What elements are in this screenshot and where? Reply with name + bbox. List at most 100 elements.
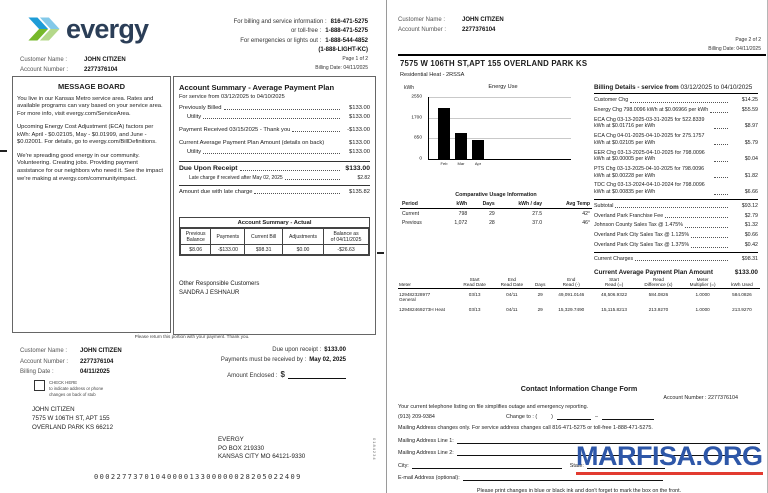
stub-billing-value: 04/11/2025 bbox=[80, 369, 110, 375]
phone-prefix-blank[interactable] bbox=[556, 413, 591, 420]
page-number: Page 1 of 2 bbox=[342, 56, 368, 62]
table-cell: 04/11 bbox=[506, 306, 518, 312]
message-paragraph: We're spreading good energy in our commu… bbox=[17, 152, 163, 182]
billing-detail-rows: Customer Chg $14.25 Energy Chg 798.0096 … bbox=[594, 97, 758, 262]
customer-name-value: JOHN CITIZEN bbox=[462, 17, 504, 23]
service-period: For service from 03/12/2025 to 04/10/202… bbox=[179, 94, 285, 100]
table-header-cell: Meter bbox=[398, 276, 456, 289]
section-rule bbox=[398, 54, 766, 56]
charge-amount: $6.66 bbox=[744, 189, 758, 196]
address-line-1-blank[interactable] bbox=[456, 436, 760, 444]
message-board-title: MESSAGE BOARD bbox=[57, 82, 126, 91]
city-label: City: bbox=[398, 462, 409, 469]
remit-to-address: EVERGY PO BOX 219330 KANSAS CITY MO 64121-… bbox=[218, 436, 305, 462]
address-change-checkbox[interactable] bbox=[34, 380, 45, 391]
received-by-label: Payments must be received by : bbox=[220, 356, 307, 363]
email-label: E-mail Address (optional): bbox=[398, 475, 460, 481]
table-cell: -$26.63 bbox=[323, 244, 369, 255]
table-cell: 1.0000 bbox=[695, 291, 710, 297]
form-footer-note: Please print changes in blue or black in… bbox=[476, 488, 682, 493]
table-header-cell: Period bbox=[400, 200, 441, 209]
due-label: Due Upon Receipt bbox=[179, 165, 238, 172]
table-cell: 03/13 bbox=[468, 306, 481, 312]
table-cell: Current bbox=[402, 210, 419, 217]
summary-row-label: Current Average Payment Plan Amount (det… bbox=[179, 140, 325, 146]
account-number-label: Account Number : bbox=[20, 66, 69, 73]
page-info: Page 1 of 2 Billing Date: 04/11/2025 bbox=[315, 55, 368, 72]
charge-label: PTS Chg 03-13-2025-04-10-2025 for 798.00… bbox=[594, 166, 705, 179]
meter-readings-section: Meter Start Read Date End Read Date Days End… bbox=[398, 276, 760, 314]
email-blank[interactable] bbox=[462, 473, 663, 481]
table-header-cell: Read Difference (x) bbox=[635, 276, 682, 289]
bill-page-1: evergy For billing and service informati… bbox=[0, 15, 384, 481]
email-row: E-mail Address (optional): bbox=[398, 473, 760, 481]
summary-row: Current Average Payment Plan Amount (det… bbox=[179, 140, 370, 146]
address-line-2-blank[interactable] bbox=[456, 448, 760, 456]
page-divider bbox=[386, 0, 387, 493]
charge-amount: $14.25 bbox=[741, 97, 758, 104]
billing-detail-row: Subtotal $93.12 bbox=[594, 203, 758, 210]
billing-detail-row: ECA Chg 03-13-2025-03-31-2025 for 522.83… bbox=[594, 117, 758, 130]
charge-label: ECA Chg 04-01-2025-04-10-2025 for 275.17… bbox=[594, 133, 705, 146]
amount-with-late-value: $135.82 bbox=[349, 189, 370, 195]
dotted-leader bbox=[203, 153, 340, 154]
late-charge-amount: $2.82 bbox=[357, 175, 370, 181]
charge-label: Subtotal bbox=[594, 202, 614, 209]
actual-table-title: Account Summary - Actual bbox=[180, 218, 369, 228]
billing-detail-row: Energy Chg 798.0096 kWh at $0.06966 per … bbox=[594, 107, 758, 114]
amount-enclosed-blank[interactable] bbox=[288, 371, 346, 379]
customer-header: Customer Name : JOHN CITIZEN Account Numb… bbox=[20, 56, 126, 75]
billing-detail-row: Current Charges $98.31 bbox=[594, 256, 758, 263]
total-amount: $133.00 bbox=[734, 269, 758, 277]
billing-title-text: Billing Details - service from bbox=[594, 84, 679, 91]
city-blank[interactable] bbox=[411, 461, 562, 469]
telephone-intro: Your current telephone listing on file s… bbox=[398, 404, 589, 410]
service-address-title: 7575 W 106TH ST,APT 155 OVERLAND PARK KS bbox=[400, 59, 588, 68]
summary-row: Utility $133.00 bbox=[179, 149, 370, 155]
bar-label: Mar bbox=[457, 161, 465, 166]
table-cell: 1,072 bbox=[454, 219, 468, 226]
page-info: Page 2 of 2 Billing Date: 04/11/2025 bbox=[708, 36, 761, 53]
remit-address-line: KANSAS CITY MO 64121-9330 bbox=[218, 453, 306, 461]
meter-table: Meter Start Read Date End Read Date Days End… bbox=[398, 276, 760, 314]
current-phone-number: (913) 209-9384 bbox=[398, 414, 435, 420]
charge-amount: $1.32 bbox=[744, 222, 758, 229]
phone-change-row: (913) 209-9384 Change to : ( ) – bbox=[398, 413, 760, 420]
chart-yticks: 2550 1700 850 0 bbox=[400, 95, 426, 162]
summary-row-label: Payment Received 03/15/2025 - Thank you bbox=[179, 127, 291, 133]
mailing-address-line: JOHN CITIZEN bbox=[32, 406, 75, 413]
charge-label: ECA Chg 03-13-2025-03-31-2025 for 522.83… bbox=[594, 116, 705, 130]
table-cell: 29 bbox=[537, 306, 543, 312]
table-cell: Previous bbox=[402, 219, 422, 226]
chart-bars: Feb Mar Apr bbox=[438, 97, 484, 166]
dotted-leader bbox=[292, 131, 340, 132]
billing-details-section: Billing Details - service from 03/12/202… bbox=[594, 84, 758, 276]
phone-line-blank[interactable] bbox=[601, 413, 654, 420]
bar bbox=[472, 139, 484, 159]
table-cell: 03/13 bbox=[468, 291, 481, 297]
due-upon-receipt-value: $133.00 bbox=[324, 347, 346, 353]
billing-detail-row: TDC Chg 03-13-2024-04-10-2024 for 798.00… bbox=[594, 182, 758, 200]
account-summary-box: Account Summary - Average Payment Plan F… bbox=[173, 76, 376, 335]
customer-name-value: JOHN CITIZEN bbox=[84, 57, 126, 63]
dotted-leader bbox=[684, 227, 728, 229]
stub-billing-label: Billing Date : bbox=[20, 369, 54, 375]
state-blank[interactable] bbox=[586, 461, 665, 469]
form-side-code: 0184234 bbox=[372, 438, 377, 461]
table-cell: 213.9270 bbox=[732, 306, 752, 312]
summary-row-label: Previously Billed bbox=[179, 105, 222, 111]
table-header-cell: Previous Balance bbox=[179, 228, 212, 245]
y-tick-label: 1700 bbox=[411, 115, 422, 121]
table-cell: 1.0000 bbox=[695, 306, 710, 312]
change-to-close-paren: ) bbox=[551, 414, 553, 420]
amount-with-late-label: Amount due with late charge bbox=[179, 189, 253, 195]
table-cell: 798 bbox=[458, 210, 468, 217]
y-tick-label: 850 bbox=[413, 135, 422, 141]
customer-name-label: Customer Name : bbox=[20, 57, 68, 63]
dotted-leader bbox=[665, 217, 728, 219]
account-number-value: 2277376104 bbox=[462, 26, 496, 33]
summary-row-label: Utility bbox=[187, 114, 202, 120]
payment-stub-amounts: Due upon receipt : $133.00 Payments must … bbox=[150, 347, 346, 379]
billing-detail-row: ECA Chg 04-01-2025-04-10-2025 for 275.17… bbox=[594, 133, 758, 146]
charge-amount: $2.79 bbox=[744, 212, 758, 219]
